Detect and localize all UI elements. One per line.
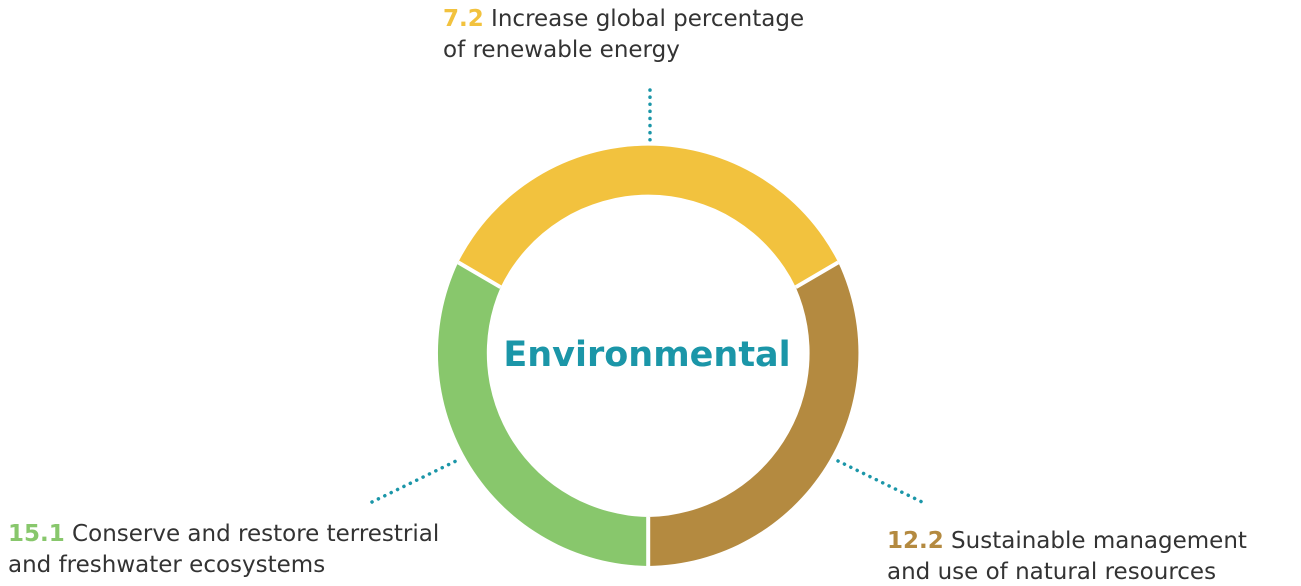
goal-number: 15.1 (8, 521, 65, 547)
goal-number: 12.2 (887, 528, 944, 554)
goal-label-line: and freshwater ecosystems (8, 552, 326, 578)
goal-label-15-1: 15.1 Conserve and restore terrestrial an… (8, 519, 439, 581)
goal-label-7-2: 7.2 Increase global percentage of renewa… (443, 4, 804, 66)
goal-label-line: and use of natural resources (887, 559, 1217, 585)
separator-top-right (794, 260, 840, 289)
goal-label-line: of renewable energy (443, 37, 680, 63)
goal-label-line: 7.2 Increase global percentage (443, 4, 804, 35)
goal-label-line: 15.1 Conserve and restore terrestrial (8, 519, 439, 550)
goal-text: Sustainable management (943, 528, 1247, 554)
goal-label-line: 12.2 Sustainable management (887, 526, 1247, 557)
ring-segment-natural-resources (648, 262, 859, 566)
connector-right (836, 459, 924, 504)
segment-separators (457, 260, 840, 566)
ring-segment-ecosystems (437, 262, 649, 566)
goal-number: 7.2 (443, 6, 484, 32)
center-title: Environmental (503, 335, 791, 375)
ring-segment-renewable-energy (458, 145, 839, 288)
goal-label-12-2: 12.2 Sustainable management and use of n… (887, 526, 1247, 586)
goal-text: Increase global percentage (483, 6, 805, 32)
connector-left (370, 458, 460, 504)
separator-top-left (457, 260, 502, 289)
goal-text: Conserve and restore terrestrial (64, 521, 440, 547)
